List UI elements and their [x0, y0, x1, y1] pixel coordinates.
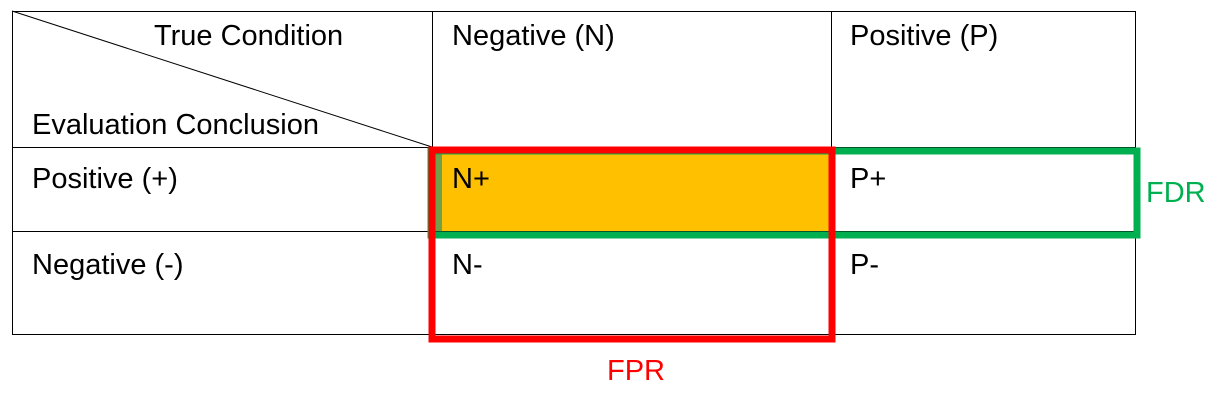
- fdr-label: FDR: [1146, 177, 1206, 209]
- cell-n-minus: N-: [452, 249, 483, 281]
- header-diagonal: [11, 10, 433, 148]
- column-header-positive: Positive (P): [850, 20, 999, 52]
- n-plus-highlight-fill: [432, 148, 831, 235]
- fdr-box: [427, 147, 1141, 239]
- column-header-negative: Negative (N): [452, 20, 615, 52]
- cell-p-plus: P+: [850, 163, 887, 195]
- overlap-highlight-fill: [432, 148, 442, 235]
- fpr-label: FPR: [607, 355, 665, 387]
- row-header-negative: Negative (-): [32, 249, 184, 281]
- cell-n-plus: N+: [452, 163, 490, 195]
- table-border: [12, 11, 1136, 335]
- true-condition-label: True Condition: [154, 20, 344, 52]
- cell-p-minus: P-: [850, 249, 879, 281]
- evaluation-conclusion-label: Evaluation Conclusion: [32, 109, 319, 141]
- row-header-positive: Positive (+): [32, 163, 178, 195]
- fpr-box: [428, 146, 836, 343]
